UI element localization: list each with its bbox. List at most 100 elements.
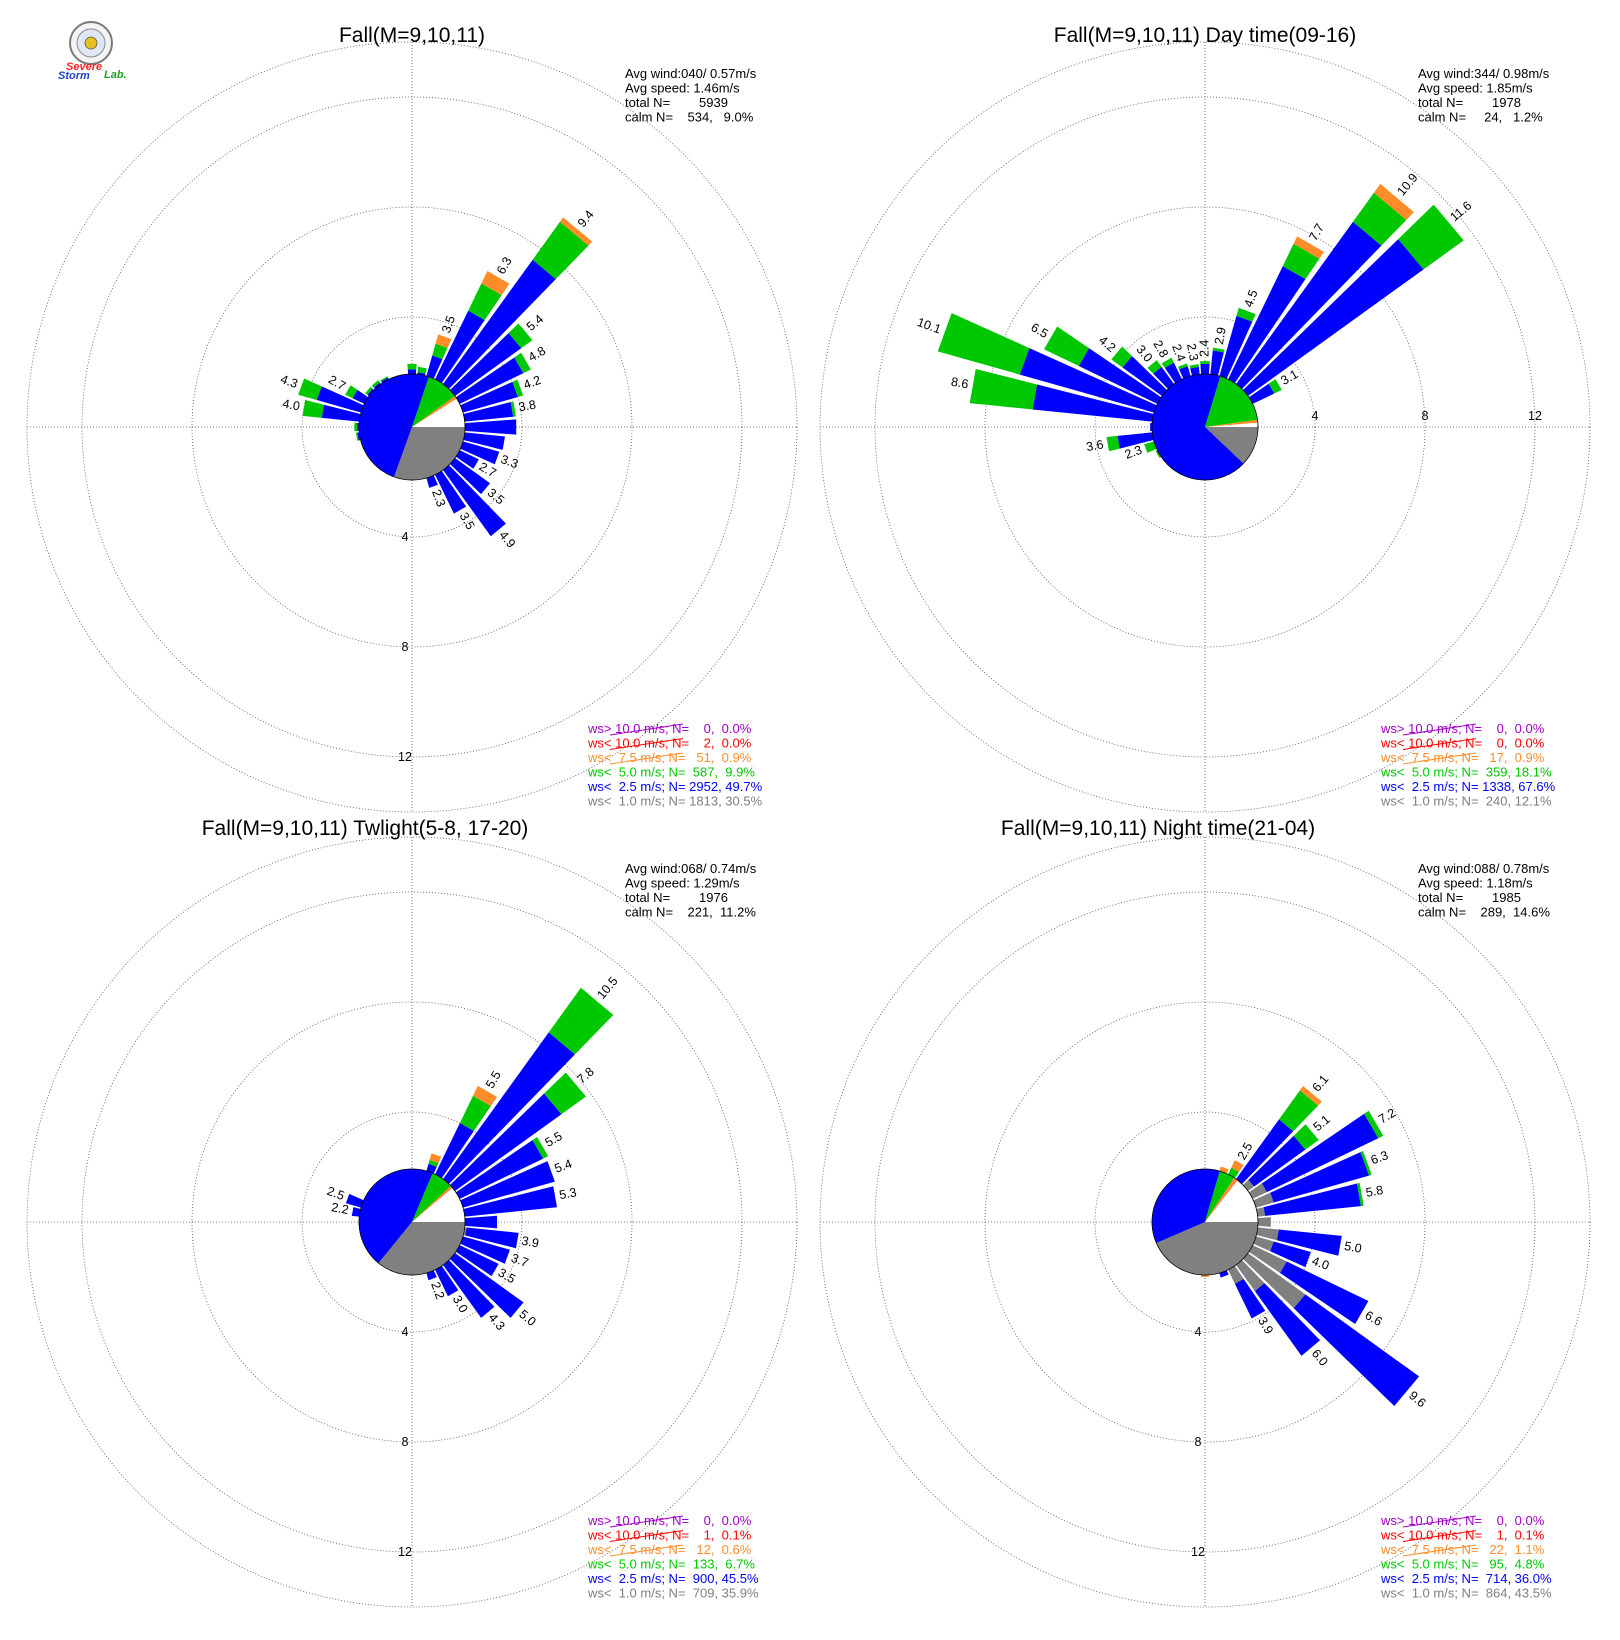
bar-value-label: 7.2 bbox=[1376, 1106, 1398, 1127]
wind-bar-segment bbox=[354, 422, 358, 432]
bar-value-label: 4.5 bbox=[1241, 288, 1260, 309]
panel-title: Fall(M=9,10,11) Night time(21-04) bbox=[1001, 817, 1315, 840]
wind-bar-segment bbox=[345, 385, 358, 399]
ring-label: 12 bbox=[1528, 409, 1542, 423]
legend-strike bbox=[609, 752, 684, 765]
legend-strike bbox=[609, 1515, 684, 1528]
wind-bar-segment bbox=[460, 381, 518, 413]
wind-bar-segment bbox=[1231, 1160, 1244, 1172]
wind-bar-segment bbox=[1248, 1135, 1306, 1187]
center-pie-slice bbox=[1152, 1169, 1220, 1244]
legend-strike bbox=[1402, 738, 1477, 750]
wind-bar-segment bbox=[1122, 356, 1168, 396]
bar-value-label: 6.3 bbox=[494, 255, 515, 277]
legend-entry: ws< 5.0 m/s; N= 359, 18.1% bbox=[1380, 765, 1552, 780]
wind-bar-segment bbox=[1261, 1113, 1379, 1193]
stats-line: Avg wind:344/ 0.98m/s bbox=[1418, 66, 1550, 81]
bar-value-label: 5.3 bbox=[558, 1185, 578, 1202]
wind-bar-segment bbox=[1270, 1241, 1311, 1268]
bar-value-label: 4.0 bbox=[282, 397, 302, 414]
ring-label: 8 bbox=[1422, 409, 1429, 423]
legend-entry: ws< 7.5 m/s; N= 17, 0.9% bbox=[1380, 750, 1545, 765]
wind-bar-segment bbox=[443, 1259, 495, 1318]
wind-bar-segment bbox=[426, 475, 438, 488]
wind-bar-segment bbox=[1155, 450, 1162, 458]
wind-bar-segment bbox=[449, 458, 491, 495]
legend-entry: ws< 7.5 m/s; N= 12, 0.6% bbox=[587, 1542, 752, 1557]
ring-label: 8 bbox=[402, 640, 409, 654]
bar-value-label: 3.7 bbox=[509, 1251, 530, 1270]
bar-value-label: 2.4 bbox=[1169, 342, 1188, 363]
wind-bar-segment bbox=[1190, 366, 1200, 376]
bar-value-label: 10.5 bbox=[594, 974, 620, 1002]
wind-bar-segment bbox=[1256, 1227, 1279, 1241]
stats-line: Avg speed: 1.18m/s bbox=[1418, 876, 1533, 891]
wind-bar-segment bbox=[1360, 1150, 1372, 1176]
ring-label: 12 bbox=[398, 1545, 412, 1559]
wind-bar-segment bbox=[1256, 1207, 1266, 1217]
wind-bar-segment bbox=[559, 217, 593, 246]
bar-value-label: 2.2 bbox=[330, 1200, 350, 1217]
wind-bar-segment bbox=[1150, 422, 1153, 432]
bar-value-label: 5.4 bbox=[524, 312, 546, 334]
wind-bar-segment bbox=[435, 310, 485, 384]
wind-bar-segment bbox=[1248, 1183, 1267, 1199]
wind-bar-segment bbox=[532, 221, 589, 280]
wind-bar-segment bbox=[1147, 360, 1162, 374]
ring-label: 12 bbox=[1191, 1545, 1205, 1559]
bar-value-label: 4.3 bbox=[486, 1311, 508, 1333]
legend-entry: ws< 10.0 m/s; N= 1, 0.1% bbox=[1380, 1528, 1545, 1543]
bar-value-label: 3.8 bbox=[518, 398, 538, 415]
bar-value-label: 5.1 bbox=[1311, 1112, 1333, 1134]
ring-label: 4 bbox=[1195, 1325, 1202, 1339]
bar-value-label: 3.6 bbox=[1085, 437, 1105, 454]
stats-line: calm N= 24, 1.2% bbox=[1418, 110, 1543, 125]
wind-rose-panel-4: 2.56.15.1 7.26.35.85.04.06.69.66.03.94812… bbox=[819, 817, 1591, 1608]
wind-bar-segment bbox=[460, 1161, 555, 1208]
wind-bar-segment bbox=[380, 376, 389, 382]
wind-bar-segment bbox=[1179, 366, 1191, 379]
wind-bar-segment bbox=[1236, 307, 1256, 322]
wind-bar-segment bbox=[1282, 243, 1320, 280]
center-pie-slice bbox=[412, 1187, 453, 1222]
legend-entry: ws< 7.5 m/s; N= 22, 1.1% bbox=[1380, 1542, 1545, 1557]
wind-bar-segment bbox=[460, 441, 500, 465]
bar-value-label: 3.9 bbox=[1255, 1314, 1276, 1336]
bar-value-label: 5.5 bbox=[483, 1069, 504, 1091]
wind-bar-segment bbox=[532, 1136, 549, 1159]
legend-entry: ws> 10.0 m/s; N= 0, 0.0% bbox=[1380, 1513, 1545, 1528]
wind-bar-segment bbox=[1263, 1183, 1361, 1216]
wind-bar-segment bbox=[1219, 1270, 1229, 1278]
wind-bar-segment bbox=[1228, 1265, 1244, 1284]
center-pie-slice bbox=[358, 1168, 433, 1264]
wind-bar-segment bbox=[1161, 357, 1174, 368]
wind-bar-segment bbox=[1373, 183, 1414, 220]
wind-bar-segment bbox=[465, 1227, 519, 1249]
wind-bar-segment bbox=[508, 323, 533, 349]
legend-strike bbox=[1402, 1530, 1477, 1542]
wind-bar-segment bbox=[373, 382, 381, 390]
legend-entry: ws< 10.0 m/s; N= 0, 0.0% bbox=[1380, 736, 1545, 751]
wind-bar-segment bbox=[468, 283, 502, 321]
wind-bar-segment bbox=[1219, 1166, 1229, 1174]
legend-entry: ws< 5.0 m/s; N= 133, 6.7% bbox=[587, 1557, 755, 1572]
center-pie-outline bbox=[358, 1168, 466, 1276]
center-pie-outline bbox=[1151, 373, 1259, 481]
legend-entry: ws< 1.0 m/s; N= 864, 43.5% bbox=[1380, 1586, 1552, 1601]
wind-bar-segment bbox=[426, 1270, 437, 1281]
wind-bar-segment bbox=[1293, 1294, 1420, 1407]
wind-bar-segment bbox=[355, 432, 359, 441]
legend-strike bbox=[609, 1530, 684, 1542]
ring-label: 8 bbox=[1195, 1435, 1202, 1449]
wind-bar-segment bbox=[321, 404, 361, 422]
center-pie-slice bbox=[1205, 376, 1258, 427]
wind-bar-segment bbox=[455, 450, 479, 469]
bar-value-label: 3.5 bbox=[496, 1265, 518, 1286]
bar-value-label: 5.5 bbox=[543, 1129, 565, 1150]
ring-label: 4 bbox=[402, 530, 409, 544]
wind-bar-segment bbox=[1356, 1182, 1364, 1207]
wind-bar-segment bbox=[969, 368, 1038, 410]
stats-line: total N= 1976 bbox=[625, 890, 728, 905]
wind-bar-segment bbox=[352, 389, 369, 404]
